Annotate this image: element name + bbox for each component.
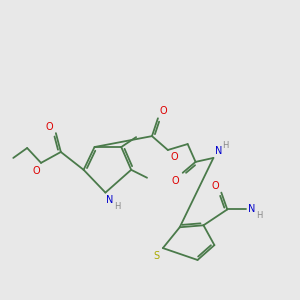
Text: O: O [171, 152, 178, 162]
Text: O: O [32, 166, 40, 176]
Text: N: N [106, 195, 114, 205]
Text: O: O [212, 181, 219, 190]
Text: O: O [160, 106, 167, 116]
Text: H: H [256, 211, 262, 220]
Text: H: H [114, 202, 121, 211]
Text: H: H [222, 141, 229, 150]
Text: N: N [248, 204, 256, 214]
Text: O: O [45, 122, 53, 132]
Text: N: N [215, 146, 223, 156]
Text: S: S [154, 251, 160, 261]
Text: O: O [171, 176, 179, 186]
